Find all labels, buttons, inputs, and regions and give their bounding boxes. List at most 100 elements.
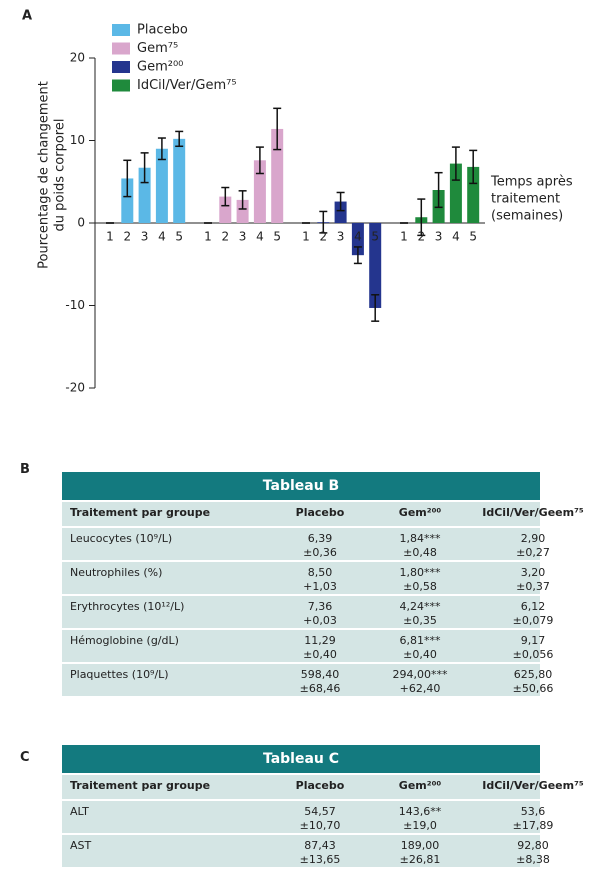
panel-label: B bbox=[20, 462, 30, 477]
x-tick-label: 4 bbox=[256, 230, 264, 244]
value-cell: 6,12 ±0,079 bbox=[512, 600, 554, 627]
bar bbox=[138, 167, 151, 223]
value-cell: 294,00*** +62,40 bbox=[392, 668, 448, 695]
column-header: Placebo bbox=[295, 779, 345, 792]
legend-label: Gem⁷⁵ bbox=[137, 41, 178, 56]
bar bbox=[449, 163, 462, 223]
x-tick-label: 3 bbox=[141, 230, 149, 244]
table: Tableau B Traitement par groupe Placebo Gem… bbox=[62, 472, 584, 696]
y-axis-label: Pourcentage de changement bbox=[37, 81, 52, 269]
value-cell: 6,81*** ±0,40 bbox=[399, 634, 441, 661]
x-axis-label: Temps après bbox=[490, 175, 573, 190]
column-header: Placebo bbox=[295, 506, 345, 519]
value-cell: 1,84*** ±0,48 bbox=[399, 532, 441, 559]
bar bbox=[219, 196, 232, 223]
value-cell: 598,40 ±68,46 bbox=[299, 668, 341, 695]
row-label: Plaquettes (10⁹/L) bbox=[70, 668, 169, 681]
y-tick-label: 20 bbox=[70, 51, 85, 65]
legend-swatch bbox=[112, 79, 130, 92]
row-label: Hémoglobine (g/dL) bbox=[70, 634, 179, 647]
panel-label: C bbox=[20, 750, 30, 765]
x-tick-label: 1 bbox=[302, 230, 310, 244]
legend-label: Gem²⁰⁰ bbox=[137, 60, 183, 75]
column-header: Traitement par groupe bbox=[70, 779, 211, 792]
x-tick-label: 3 bbox=[337, 230, 345, 244]
table-row: Neutrophiles (%) 8,50 +1,03 1,80*** ±0,58 3… bbox=[62, 560, 550, 594]
y-axis-label: du poids corporel bbox=[53, 119, 68, 232]
bar bbox=[173, 138, 186, 223]
table-row: Leucocytes (10⁹/L) 6,39 ±0,36 1,84*** ±0,4… bbox=[62, 526, 550, 560]
legend-swatch bbox=[112, 61, 130, 73]
y-tick-label: 0 bbox=[77, 216, 85, 230]
table-row: ALT 54,57 ±10,70 143,6** ±19,0 53,6 ±17,89 bbox=[62, 799, 553, 833]
x-tick-label: 1 bbox=[400, 230, 408, 244]
x-tick-label: 2 bbox=[221, 230, 229, 244]
value-cell: 53,6 ±17,89 bbox=[512, 805, 554, 832]
bar bbox=[467, 166, 480, 223]
legend-swatch bbox=[112, 42, 130, 55]
x-tick-label: 5 bbox=[175, 230, 183, 244]
x-tick-label: 5 bbox=[371, 230, 379, 244]
y-tick-label: -10 bbox=[65, 298, 85, 312]
value-cell: 54,57 ±10,70 bbox=[299, 805, 341, 832]
legend-label: IdCil/Ver/Gem⁷⁵ bbox=[137, 78, 237, 93]
row-label: AST bbox=[70, 839, 92, 852]
x-tick-label: 1 bbox=[204, 230, 212, 244]
x-tick-label: 5 bbox=[469, 230, 477, 244]
x-axis-label: (semaines) bbox=[491, 209, 563, 224]
x-axis-label: traitement bbox=[491, 192, 560, 207]
value-cell: 7,36 +0,03 bbox=[303, 600, 337, 627]
x-tick-label: 3 bbox=[435, 230, 443, 244]
x-tick-label: 4 bbox=[452, 230, 460, 244]
chart: A -20 -10 0 10 20 Pourcentage de changement du… bbox=[22, 9, 573, 395]
column-header: Gem²⁰⁰ bbox=[398, 779, 442, 792]
header-row: Traitement par groupe Placebo Gem²⁰⁰ IdCil/… bbox=[62, 500, 584, 526]
bar bbox=[155, 148, 168, 223]
x-tick-label: 5 bbox=[273, 230, 281, 244]
header-row: Traitement par groupe Placebo Gem²⁰⁰ IdCil/… bbox=[62, 773, 584, 799]
table-title: Tableau B bbox=[62, 472, 540, 500]
bar bbox=[236, 199, 249, 223]
legend-swatch bbox=[112, 24, 130, 36]
legend-label: Placebo bbox=[137, 23, 188, 38]
panel-label: A bbox=[22, 9, 32, 24]
row-label: Erythrocytes (10¹²/L) bbox=[70, 600, 185, 613]
row-label: Leucocytes (10⁹/L) bbox=[70, 532, 173, 545]
value-cell: 3,20 ±0,37 bbox=[516, 566, 550, 593]
y-tick-label: -20 bbox=[65, 381, 85, 395]
table-row: Plaquettes (10⁹/L) 598,40 ±68,46 294,00***… bbox=[62, 662, 553, 696]
table-row: Hémoglobine (g/dL) 11,29 ±0,40 6,81*** ±0,… bbox=[62, 628, 553, 662]
value-cell: 1,80*** ±0,58 bbox=[399, 566, 441, 593]
value-cell: 143,6** ±19,0 bbox=[398, 805, 442, 832]
bar bbox=[369, 223, 382, 308]
value-cell: 92,80 ±8,38 bbox=[516, 839, 550, 866]
bar bbox=[253, 160, 266, 223]
value-cell: 8,50 +1,03 bbox=[303, 566, 337, 593]
x-tick-label: 3 bbox=[239, 230, 247, 244]
row-label: Neutrophiles (%) bbox=[70, 566, 163, 579]
value-cell: 6,39 ±0,36 bbox=[303, 532, 337, 559]
x-tick-label: 2 bbox=[123, 230, 131, 244]
value-cell: 625,80 ±50,66 bbox=[512, 668, 554, 695]
table-row: Erythrocytes (10¹²/L) 7,36 +0,03 4,24*** ±… bbox=[62, 594, 553, 628]
column-header: Gem²⁰⁰ bbox=[398, 506, 442, 519]
x-tick-label: 4 bbox=[158, 230, 166, 244]
x-tick-label: 4 bbox=[354, 230, 362, 244]
x-tick-label: 1 bbox=[106, 230, 114, 244]
x-tick-label: 2 bbox=[417, 230, 425, 244]
value-cell: 87,43 ±13,65 bbox=[299, 839, 341, 866]
value-cell: 189,00 ±26,81 bbox=[399, 839, 441, 866]
column-header: IdCil/Ver/Geem⁷⁵ bbox=[482, 779, 584, 792]
column-header: Traitement par groupe bbox=[70, 506, 211, 519]
column-header: IdCil/Ver/Geem⁷⁵ bbox=[482, 506, 584, 519]
y-tick-label: 10 bbox=[70, 133, 85, 147]
value-cell: 4,24*** ±0,35 bbox=[399, 600, 441, 627]
value-cell: 9,17 ±0,056 bbox=[512, 634, 554, 661]
x-tick-label: 2 bbox=[319, 230, 327, 244]
bar bbox=[121, 178, 134, 223]
row-label: ALT bbox=[70, 805, 89, 818]
table-title: Tableau C bbox=[62, 745, 540, 773]
value-cell: 2,90 ±0,27 bbox=[516, 532, 550, 559]
table: Tableau C Traitement par groupe Placebo Gem… bbox=[62, 745, 584, 867]
value-cell: 11,29 ±0,40 bbox=[303, 634, 337, 661]
